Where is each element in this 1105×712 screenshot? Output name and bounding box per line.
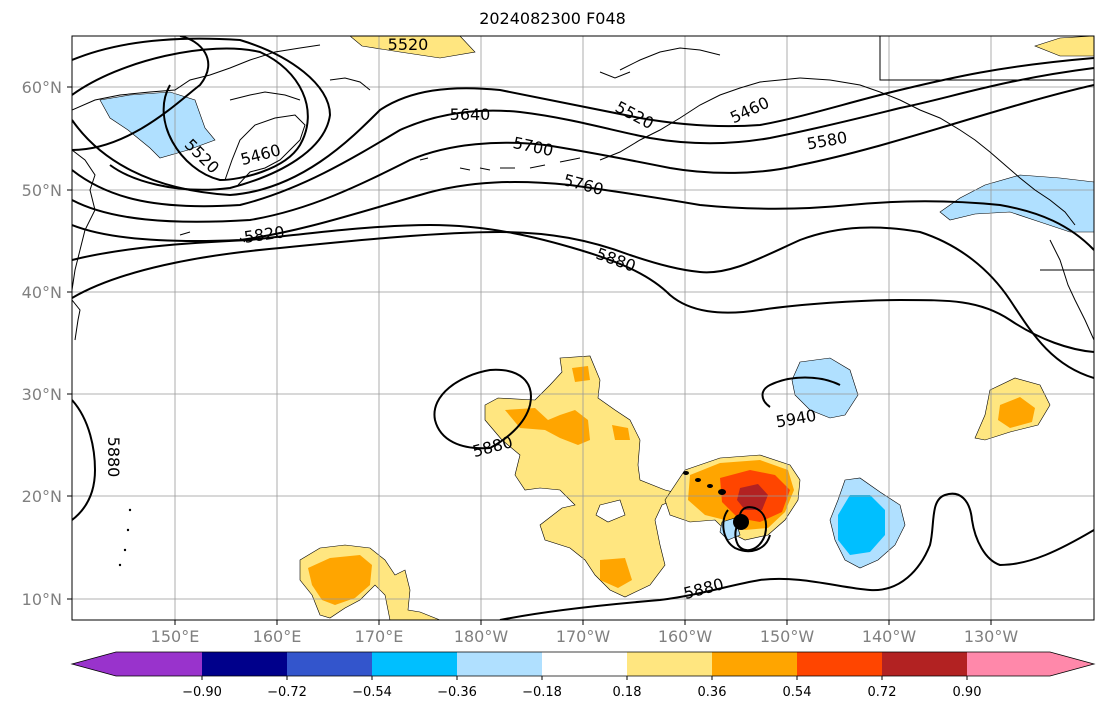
colorbar-segment — [882, 652, 967, 676]
lat-tick-label: 30°N — [22, 385, 62, 404]
axis-ticks — [67, 86, 992, 625]
map-content: 5520 5460 5520 5640 5700 5760 5820 5520 … — [72, 35, 1094, 620]
colorbar: −0.90 −0.72 −0.54 −0.36 −0.18 0.18 0.36 … — [70, 651, 1096, 700]
contour-label: 5940 — [774, 406, 817, 432]
contour-label: 5460 — [727, 93, 772, 127]
positive-anomaly-region — [572, 366, 590, 382]
positive-anomaly-region — [612, 425, 630, 440]
coastlines — [72, 36, 1094, 341]
colorbar-tick-label: 0.72 — [868, 685, 897, 700]
contour-label: 5640 — [450, 105, 491, 124]
positive-anomaly-region — [998, 397, 1035, 428]
lat-tick-label: 40°N — [22, 283, 62, 302]
colorbar-tick-label: −0.72 — [267, 685, 307, 700]
colorbar-tick-label: 0.18 — [613, 685, 642, 700]
lat-tick-label: 10°N — [22, 590, 62, 609]
lat-tick-label: 20°N — [22, 487, 62, 506]
lon-tick-label: 170°W — [556, 627, 611, 646]
colorbar-outline — [70, 651, 1096, 677]
colorbar-tick-label: 0.36 — [698, 685, 727, 700]
colorbar-segment — [116, 652, 202, 676]
colorbar-segment — [712, 652, 797, 676]
colorbar-tick-label: 0.54 — [783, 685, 812, 700]
lon-tick-label: 130°W — [964, 627, 1019, 646]
shaded-anomaly-fields — [99, 36, 1094, 620]
negative-anomaly-region — [791, 357, 859, 419]
contour-label: 5820 — [243, 222, 286, 246]
lon-tick-label: 160°E — [253, 627, 302, 646]
colorbar-tick-label: −0.36 — [437, 685, 477, 700]
contour-label: 5700 — [511, 133, 555, 160]
contour-label: 5580 — [805, 128, 848, 154]
colorbar-segment — [627, 652, 712, 676]
contour-label: 5760 — [561, 170, 605, 199]
map-title: 2024082300 F048 — [479, 9, 626, 28]
positive-anomaly-region — [1034, 36, 1094, 57]
colorbar-tick-label: −0.90 — [182, 685, 222, 700]
colorbar-min-extension — [72, 652, 116, 676]
positive-anomaly-region — [349, 36, 476, 59]
colorbar-segment — [797, 652, 882, 676]
gridlines — [72, 36, 1094, 620]
positive-anomaly-region — [737, 484, 768, 510]
positive-anomaly-region — [600, 558, 632, 588]
lat-tick-label: 50°N — [22, 181, 62, 200]
negative-anomaly-region — [939, 174, 1094, 233]
contour-label: 5880 — [104, 437, 123, 478]
storm-center-dot — [733, 514, 749, 530]
lon-tick-label: 170°E — [355, 627, 404, 646]
colorbar-tick-label: −0.54 — [352, 685, 392, 700]
contour-label: 5520 — [612, 97, 657, 133]
lon-tick-label: 150°W — [760, 627, 815, 646]
lon-tick-label: 180°W — [454, 627, 509, 646]
positive-anomaly-region — [505, 408, 590, 445]
contour-label: 5880 — [594, 244, 639, 276]
positive-anomaly-interior-gap — [595, 499, 626, 523]
colorbar-segment — [372, 652, 457, 676]
latitude-labels: 10°N 20°N 30°N 40°N 50°N 60°N — [22, 78, 62, 609]
contour-label: 5520 — [388, 35, 429, 54]
negative-anomaly-region — [99, 91, 216, 159]
negative-anomaly-region — [838, 495, 885, 555]
colorbar-tick-label: −0.18 — [522, 685, 562, 700]
longitude-labels: 150°E 160°E 170°E 180°W 170°W 160°W 150°… — [151, 627, 1019, 646]
positive-anomaly-region — [484, 355, 686, 598]
colorbar-segment — [542, 652, 627, 676]
lon-tick-label: 140°W — [862, 627, 917, 646]
colorbar-segment — [202, 652, 287, 676]
contour-label: 5880 — [470, 432, 514, 461]
colorbar-segment — [967, 652, 1050, 676]
colorbar-segment — [457, 652, 542, 676]
lat-tick-label: 60°N — [22, 78, 62, 97]
lon-tick-label: 160°W — [658, 627, 713, 646]
colorbar-tick-label: 0.90 — [953, 685, 982, 700]
contour-label: 5520 — [181, 135, 223, 177]
hawaiian-islands — [118, 471, 726, 567]
lon-tick-label: 150°E — [151, 627, 200, 646]
colorbar-segment — [287, 652, 372, 676]
positive-anomaly-region — [308, 555, 372, 605]
colorbar-max-extension — [1050, 652, 1094, 676]
height-contours — [72, 36, 1094, 620]
